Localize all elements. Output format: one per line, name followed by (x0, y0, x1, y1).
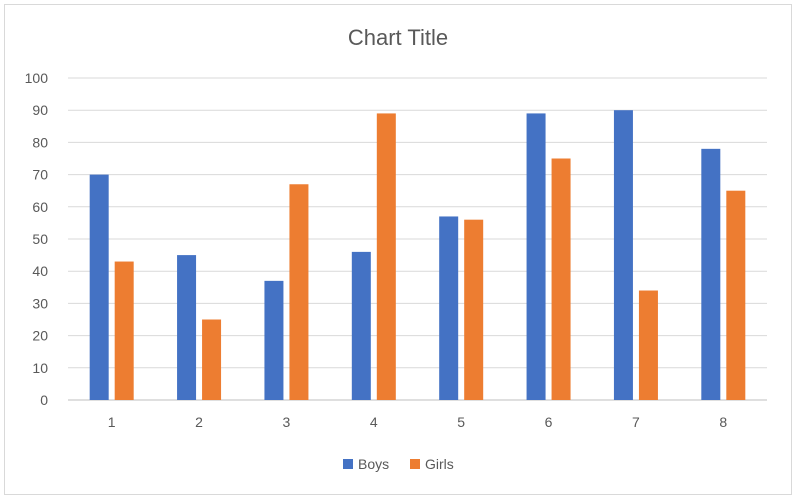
legend-swatch-boys (343, 459, 353, 469)
bar-girls-6 (551, 158, 571, 400)
x-tick-label: 7 (632, 414, 640, 430)
bar-girls-7 (638, 290, 658, 400)
y-tick-label: 40 (32, 263, 48, 279)
bar-boys-3 (264, 280, 284, 400)
chart-frame (4, 4, 792, 495)
x-tick-label: 4 (370, 414, 378, 430)
gridlines (68, 77, 767, 401)
x-tick-label: 2 (195, 414, 203, 430)
bar-girls-4 (376, 113, 396, 401)
legend-label-girls: Girls (425, 456, 454, 472)
bar-girls-3 (289, 184, 309, 400)
bar-boys-2 (177, 255, 197, 400)
y-tick-label: 80 (32, 134, 48, 150)
bar-boys-6 (526, 113, 546, 401)
x-tick-label: 6 (545, 414, 553, 430)
x-tick-label: 1 (108, 414, 116, 430)
bar-girls-5 (464, 219, 484, 400)
legend-swatch-girls (410, 459, 420, 469)
bar-girls-2 (202, 319, 222, 400)
y-tick-label: 50 (32, 231, 48, 247)
y-tick-label: 30 (32, 295, 48, 311)
x-tick-label: 8 (719, 414, 727, 430)
bar-girls-1 (114, 261, 134, 400)
bars (89, 110, 746, 401)
y-tick-label: 20 (32, 328, 48, 344)
bar-girls-8 (726, 190, 746, 400)
bar-boys-5 (439, 216, 459, 400)
x-tick-label: 5 (457, 414, 465, 430)
bar-boys-1 (89, 174, 109, 400)
legend-label-boys: Boys (358, 456, 389, 472)
bar-boys-7 (613, 110, 633, 400)
y-tick-label: 0 (40, 392, 48, 408)
y-tick-label: 90 (32, 102, 48, 118)
y-tick-label: 70 (32, 167, 48, 183)
y-tick-label: 100 (25, 70, 49, 86)
bar-boys-8 (701, 148, 721, 400)
y-tick-label: 60 (32, 199, 48, 215)
bar-boys-4 (351, 251, 371, 400)
legend: Boys Girls (343, 456, 454, 472)
chart-title: Chart Title (348, 25, 448, 50)
y-axis-ticks: 0 10 20 30 40 50 60 70 80 90 100 (25, 70, 49, 408)
x-tick-label: 3 (283, 414, 291, 430)
x-axis-ticks: 1 2 3 4 5 6 7 8 (108, 414, 728, 430)
y-tick-label: 10 (32, 360, 48, 376)
